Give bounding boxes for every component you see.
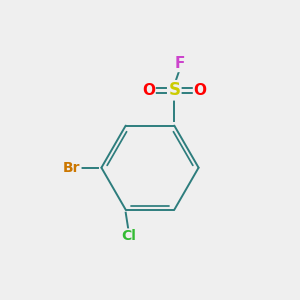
Text: S: S <box>168 81 180 99</box>
Text: Cl: Cl <box>121 229 136 243</box>
Text: O: O <box>194 83 207 98</box>
Text: Br: Br <box>63 161 81 175</box>
Text: O: O <box>142 83 155 98</box>
Text: F: F <box>175 56 185 71</box>
